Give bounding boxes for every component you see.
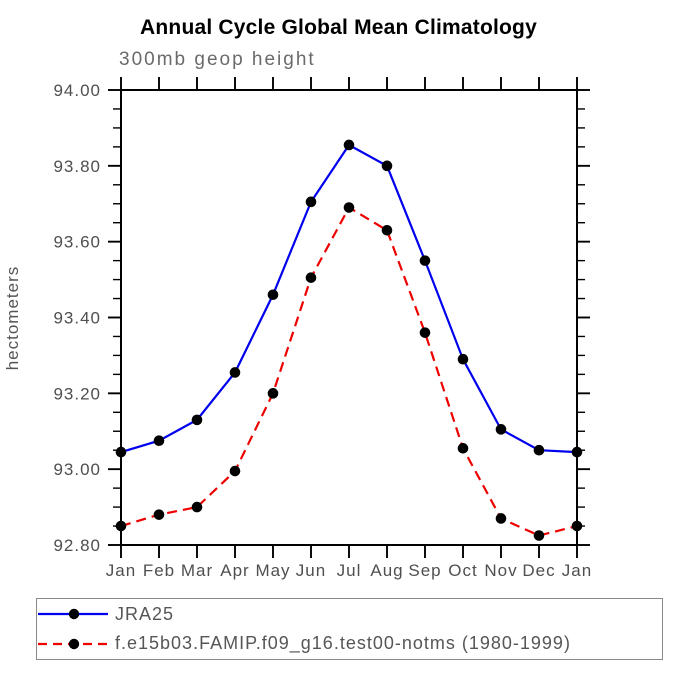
plot-border xyxy=(120,89,578,546)
x-tick-label: Jan xyxy=(562,561,592,580)
data-point-marker xyxy=(495,424,507,435)
data-point-marker xyxy=(267,289,279,301)
data-point-marker xyxy=(381,224,393,236)
chart-title: Annual Cycle Global Mean Climatology xyxy=(140,16,537,39)
x-tick-label: Oct xyxy=(448,561,477,580)
y-axis: 92.80 93.00 93.20 93.40 93.60 93.80 94.00 xyxy=(53,81,590,555)
series-1-line xyxy=(120,206,578,537)
data-point-marker xyxy=(533,530,545,541)
y-tick-label: 93.00 xyxy=(53,460,101,479)
data-point-marker xyxy=(267,388,279,399)
x-tick-label: Sep xyxy=(408,561,441,580)
x-tick-label: Apr xyxy=(220,561,249,580)
x-tick-label: Jun xyxy=(296,561,326,580)
legend-item-jra25: JRA25 xyxy=(37,600,662,628)
data-point-marker xyxy=(343,202,355,213)
data-point-marker xyxy=(115,446,127,458)
chart-subtitle: 300mb geop height xyxy=(119,49,316,70)
data-point-marker xyxy=(571,446,583,458)
legend-line-sample-jra25 xyxy=(38,609,108,620)
data-point-marker xyxy=(229,367,241,378)
data-point-marker xyxy=(457,353,469,365)
data-point-marker xyxy=(419,255,431,266)
y-tick-label: 94.00 xyxy=(53,81,101,100)
data-point-marker xyxy=(419,327,431,338)
x-tick-label: Jan xyxy=(106,561,136,580)
x-tick-label: Feb xyxy=(143,561,175,580)
y-tick-label: 93.20 xyxy=(53,384,101,403)
data-point-marker xyxy=(229,465,241,477)
data-point-marker xyxy=(571,520,583,532)
y-tick-label: 93.40 xyxy=(53,309,101,328)
data-point-marker xyxy=(305,196,317,208)
x-axis: Jan Feb Mar Apr May Jun Jul Aug Sep Oct Nov Dec Jan xyxy=(106,77,592,580)
x-tick-label: Aug xyxy=(370,561,403,580)
data-point-marker xyxy=(153,509,165,520)
x-tick-label: Mar xyxy=(181,561,213,580)
series-0-markers xyxy=(115,139,583,458)
data-point-marker xyxy=(115,520,127,532)
data-point-marker xyxy=(191,414,203,426)
data-point-marker xyxy=(191,501,203,513)
legend-label-famip: f.e15b03.FAMIP.f09_g16.test00-notms (198… xyxy=(115,633,571,654)
legend-box: JRA25 f.e15b03.FAMIP.f09_g16.test00-notm… xyxy=(36,598,663,660)
x-tick-label: Jul xyxy=(337,561,362,580)
data-point-marker xyxy=(343,139,355,151)
data-point-marker xyxy=(153,435,165,447)
y-axis-title: hectometers xyxy=(3,265,22,371)
data-point-marker xyxy=(457,443,469,454)
legend-label-jra25: JRA25 xyxy=(115,603,175,624)
y-tick-label: 93.60 xyxy=(53,233,101,252)
x-tick-label: Dec xyxy=(522,561,555,580)
data-point-marker xyxy=(533,444,545,456)
data-point-marker xyxy=(381,160,393,172)
series-0-line xyxy=(120,143,578,454)
data-point-marker xyxy=(305,272,317,283)
x-tick-label: May xyxy=(255,561,290,580)
y-tick-label: 92.80 xyxy=(53,536,101,555)
legend-line-sample-famip xyxy=(38,638,108,649)
y-tick-label: 93.80 xyxy=(53,157,101,176)
legend-item-famip: f.e15b03.FAMIP.f09_g16.test00-notms (198… xyxy=(37,630,662,658)
x-tick-label: Nov xyxy=(484,561,517,580)
data-point-marker xyxy=(495,513,507,524)
series-1-markers xyxy=(115,202,583,541)
